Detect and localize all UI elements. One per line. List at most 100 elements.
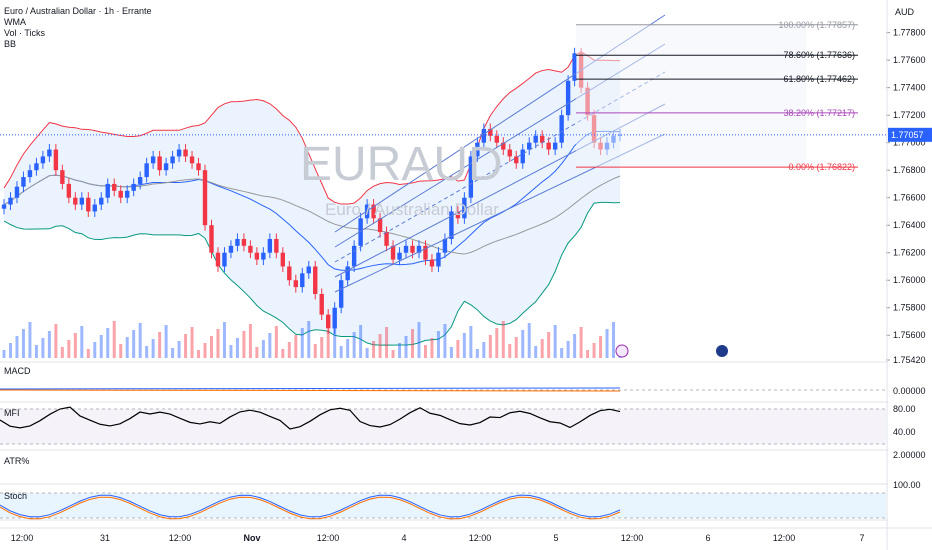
- candle-body: [53, 149, 59, 171]
- volume-bar: [112, 321, 116, 358]
- stoch-band-fill: [0, 493, 886, 518]
- volume-bar: [462, 333, 466, 358]
- atr-pane-label[interactable]: ATR%: [4, 456, 30, 466]
- time-axis-label: 31: [100, 533, 110, 543]
- lightning-event-icon: [615, 344, 629, 358]
- bollinger-upper-line: [3, 51, 621, 205]
- candle-body: [533, 135, 538, 143]
- stoch-d-line: [0, 496, 621, 520]
- candle-body: [552, 142, 558, 150]
- bollinger-band-fill: [4, 51, 620, 346]
- volume-bar: [8, 343, 12, 358]
- volume-bar: [514, 337, 518, 358]
- candle-body: [125, 190, 130, 198]
- candle-body: [131, 183, 136, 191]
- mfi-pane-label[interactable]: MFI: [4, 408, 20, 418]
- candle-body: [390, 245, 396, 260]
- volume-bar: [605, 329, 609, 358]
- volume-bar: [385, 327, 389, 358]
- candle-body: [300, 273, 305, 288]
- last-price-tag: [888, 127, 932, 142]
- volume-bar: [164, 325, 168, 358]
- currency-label[interactable]: AUD: [895, 7, 915, 17]
- candle-body: [351, 245, 357, 267]
- volume-bar: [475, 349, 479, 358]
- volume-bar: [222, 322, 226, 358]
- candle-body: [377, 218, 383, 233]
- candle-body: [313, 266, 318, 294]
- candle-body: [144, 163, 149, 178]
- volume-bar: [235, 338, 239, 358]
- volume-bar: [527, 323, 531, 358]
- volume-bar: [573, 334, 577, 358]
- volume-bar: [521, 330, 525, 358]
- volume-bar: [339, 346, 343, 358]
- volume-bar: [28, 322, 32, 358]
- indicator-wma-label[interactable]: WMA: [4, 17, 26, 27]
- candle-body: [326, 314, 331, 329]
- symbol-title[interactable]: Euro / Australian Dollar · 1h · Errante: [4, 6, 152, 16]
- volume-bar: [612, 322, 616, 358]
- volume-bar: [203, 343, 207, 358]
- volume-bar: [60, 347, 64, 358]
- time-axis-label: 12:00: [169, 533, 192, 543]
- candle-body: [358, 218, 363, 246]
- volume-bar: [268, 333, 272, 358]
- volume-bar: [86, 349, 90, 358]
- time-axis-label: 5: [553, 533, 558, 543]
- candle-body: [436, 252, 441, 267]
- macd-pane-label[interactable]: MACD: [4, 366, 31, 376]
- volume-bar: [106, 328, 110, 358]
- candle-body: [475, 142, 480, 157]
- volume-bar: [151, 339, 155, 358]
- volume-bar: [15, 336, 19, 358]
- volume-bar: [99, 335, 103, 358]
- volume-bar: [209, 336, 213, 358]
- candle-body: [60, 170, 65, 184]
- time-axis-label: 12:00: [317, 533, 340, 543]
- candle-body: [539, 135, 545, 143]
- volume-bar: [281, 349, 285, 358]
- candle-body: [572, 53, 577, 81]
- volume-bar: [274, 326, 278, 358]
- volume-bar: [553, 325, 557, 358]
- volume-bar: [378, 334, 382, 358]
- candle-body: [481, 128, 487, 143]
- candle-body: [47, 149, 52, 157]
- candle-body: [565, 80, 571, 116]
- volume-bar: [158, 332, 162, 358]
- candle-body: [176, 149, 182, 157]
- candle-body: [92, 204, 97, 212]
- candle-body: [73, 197, 78, 205]
- volume-bar: [333, 323, 337, 358]
- indicator-volume-label[interactable]: Vol · Ticks: [4, 28, 46, 38]
- candle-body: [118, 190, 123, 198]
- indicator-bb-label[interactable]: BB: [4, 39, 17, 49]
- volume-bar: [80, 326, 84, 358]
- volume-bar: [469, 326, 473, 358]
- price-axis-label: 1.76800: [893, 165, 926, 175]
- candle-body: [66, 183, 72, 198]
- volume-bar: [501, 321, 505, 358]
- volume-bar: [417, 322, 421, 358]
- candle-body: [1, 204, 7, 209]
- stoch-pane-label[interactable]: Stoch: [4, 491, 28, 501]
- volume-bar: [449, 347, 453, 358]
- volume-bar: [145, 346, 149, 358]
- candle-body: [170, 156, 175, 164]
- volume-bar: [132, 330, 136, 358]
- candle-body: [137, 177, 143, 184]
- volume-bar: [592, 343, 596, 358]
- fibonacci-level-label: 78.60% (1.77636): [783, 50, 855, 60]
- volume-bar: [216, 329, 220, 358]
- candle-body: [546, 142, 551, 150]
- volume-bar: [242, 331, 246, 358]
- volume-bar: [508, 344, 512, 358]
- candle-body: [261, 252, 266, 260]
- volume-bar: [261, 340, 265, 358]
- volume-bar: [423, 345, 427, 358]
- volume-bar: [579, 327, 583, 358]
- candle-body: [338, 280, 344, 308]
- bollinger-lower-line: [3, 201, 621, 346]
